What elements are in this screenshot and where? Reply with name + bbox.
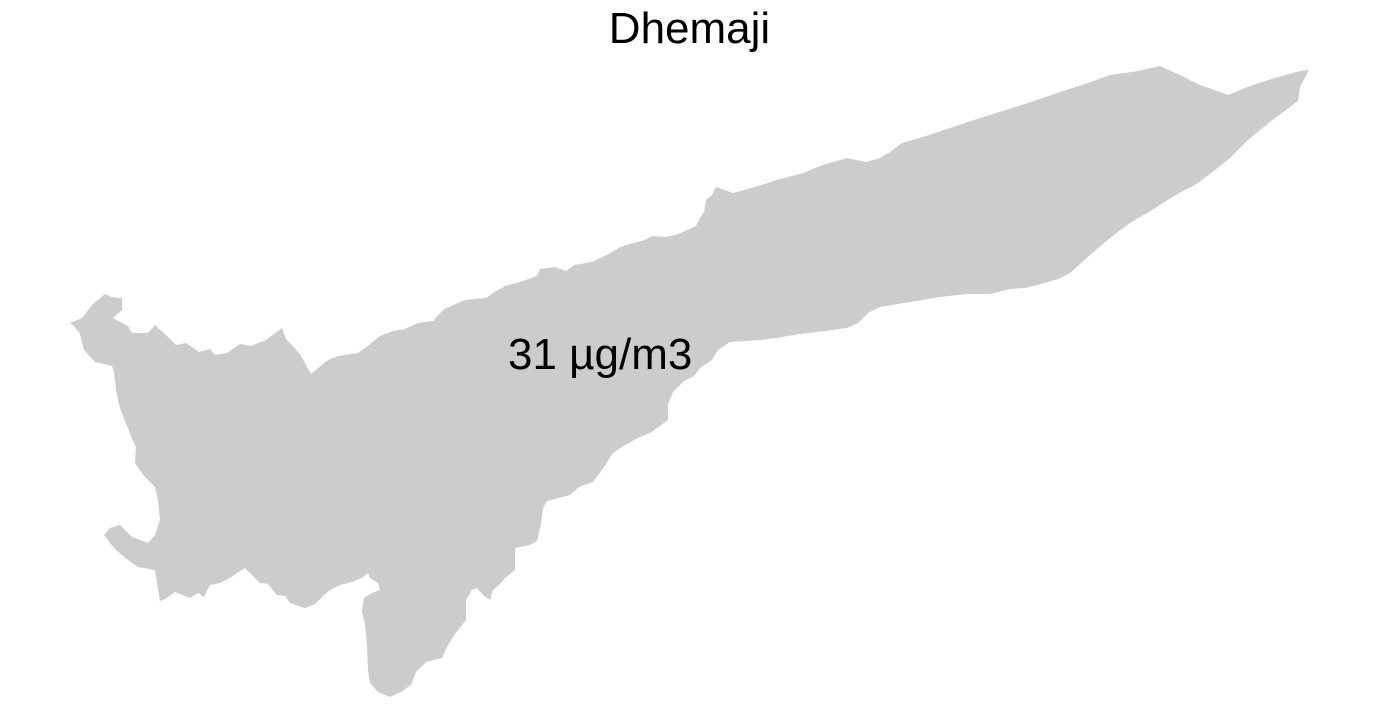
dhemaji-district-shape [70,66,1309,697]
map-title: Dhemaji [608,4,771,53]
district-value-label: 31 µg/m3 [508,330,693,379]
